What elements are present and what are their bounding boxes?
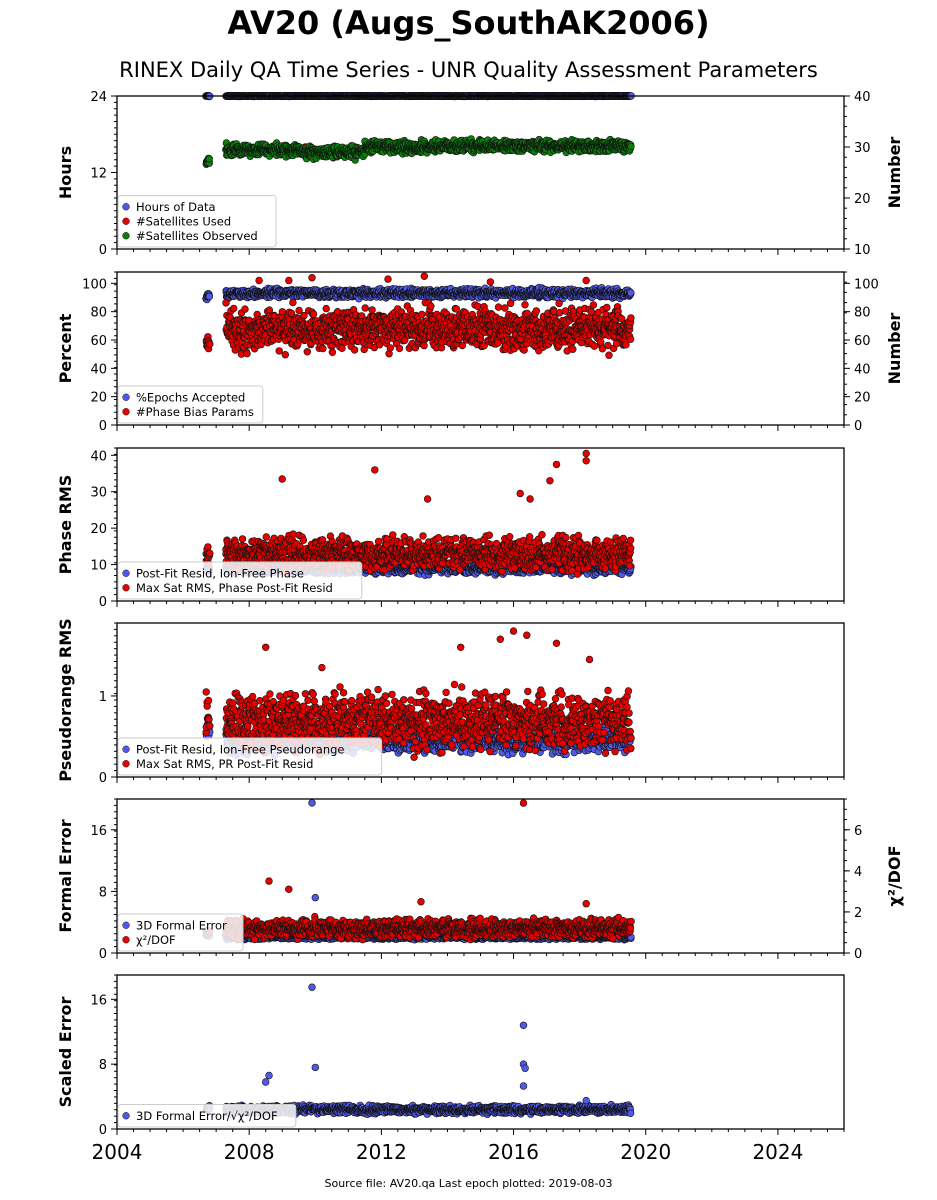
data-point xyxy=(368,306,376,314)
y-tick-label: 40 xyxy=(90,362,107,377)
y2-axis-label: Number xyxy=(885,313,904,385)
y2-tick-label: 0 xyxy=(854,419,862,434)
y2-tick-label: 30 xyxy=(854,141,871,156)
data-point xyxy=(627,289,635,297)
legend-marker xyxy=(122,232,130,240)
plot-frame xyxy=(116,95,845,250)
legend: Hours of Data#Satellites Used#Satellites… xyxy=(117,195,277,248)
y2-tick-label: 20 xyxy=(854,192,871,207)
data-point xyxy=(395,344,404,353)
y2-tick-label: 40 xyxy=(854,90,871,105)
y-tick-label: 100 xyxy=(82,277,107,292)
data-point xyxy=(627,142,635,151)
data-point xyxy=(319,344,327,353)
chart-subtitle: RINEX Daily QA Time Series - UNR Quality… xyxy=(119,58,818,82)
data-point xyxy=(386,344,394,352)
y2-tick-label: 10 xyxy=(854,243,871,258)
y-tick-label: 60 xyxy=(90,334,107,349)
y-tick-label: 0 xyxy=(99,243,107,258)
y-tick-label: 80 xyxy=(90,306,107,321)
data-point xyxy=(222,299,230,307)
data-point xyxy=(361,304,369,312)
data-point xyxy=(309,310,318,318)
data-point xyxy=(205,292,214,301)
data-point xyxy=(418,310,426,319)
data-point xyxy=(420,341,428,350)
data-point xyxy=(206,340,214,348)
data-point xyxy=(281,351,289,359)
chart-title: AV20 (Augs_SouthAK2006) xyxy=(227,4,710,42)
y2-tick-label: 60 xyxy=(854,334,871,349)
legend-label: #Satellites Observed xyxy=(136,229,258,243)
data-point xyxy=(350,346,359,354)
series-3 xyxy=(202,135,635,168)
data-point xyxy=(241,305,249,313)
y-tick-label: 0 xyxy=(99,419,107,434)
y2-tick-label: 100 xyxy=(854,277,879,292)
y2-tick-label: 80 xyxy=(854,306,871,321)
data-point xyxy=(205,155,213,163)
legend-label: #Satellites Used xyxy=(136,214,231,228)
y2-axis-label: Number xyxy=(885,137,904,209)
y-tick-label: 12 xyxy=(90,167,107,182)
data-layer xyxy=(202,272,635,359)
legend-marker xyxy=(122,203,130,211)
y2-tick-label: 20 xyxy=(854,391,871,406)
data-point xyxy=(265,306,274,314)
legend-label: Hours of Data xyxy=(136,200,216,214)
data-point xyxy=(289,298,297,307)
y-axis-label: Percent xyxy=(56,313,75,383)
legend-box xyxy=(117,195,277,248)
series-1 xyxy=(202,283,635,304)
legend-marker xyxy=(122,217,130,225)
data-point xyxy=(275,347,283,355)
data-point xyxy=(243,349,251,358)
data-point xyxy=(295,306,303,315)
data-point xyxy=(322,304,330,313)
data-point xyxy=(230,304,238,313)
panel-2: 020406080100020406080100NumberPercent%Ep… xyxy=(56,271,904,434)
y-tick-label: 20 xyxy=(90,391,107,406)
y-axis-label: Hours xyxy=(56,146,75,199)
data-layer xyxy=(202,92,635,168)
data-point xyxy=(303,348,311,356)
y2-tick-label: 40 xyxy=(854,362,871,377)
data-point xyxy=(328,348,337,356)
y-tick-label: 24 xyxy=(90,90,107,105)
